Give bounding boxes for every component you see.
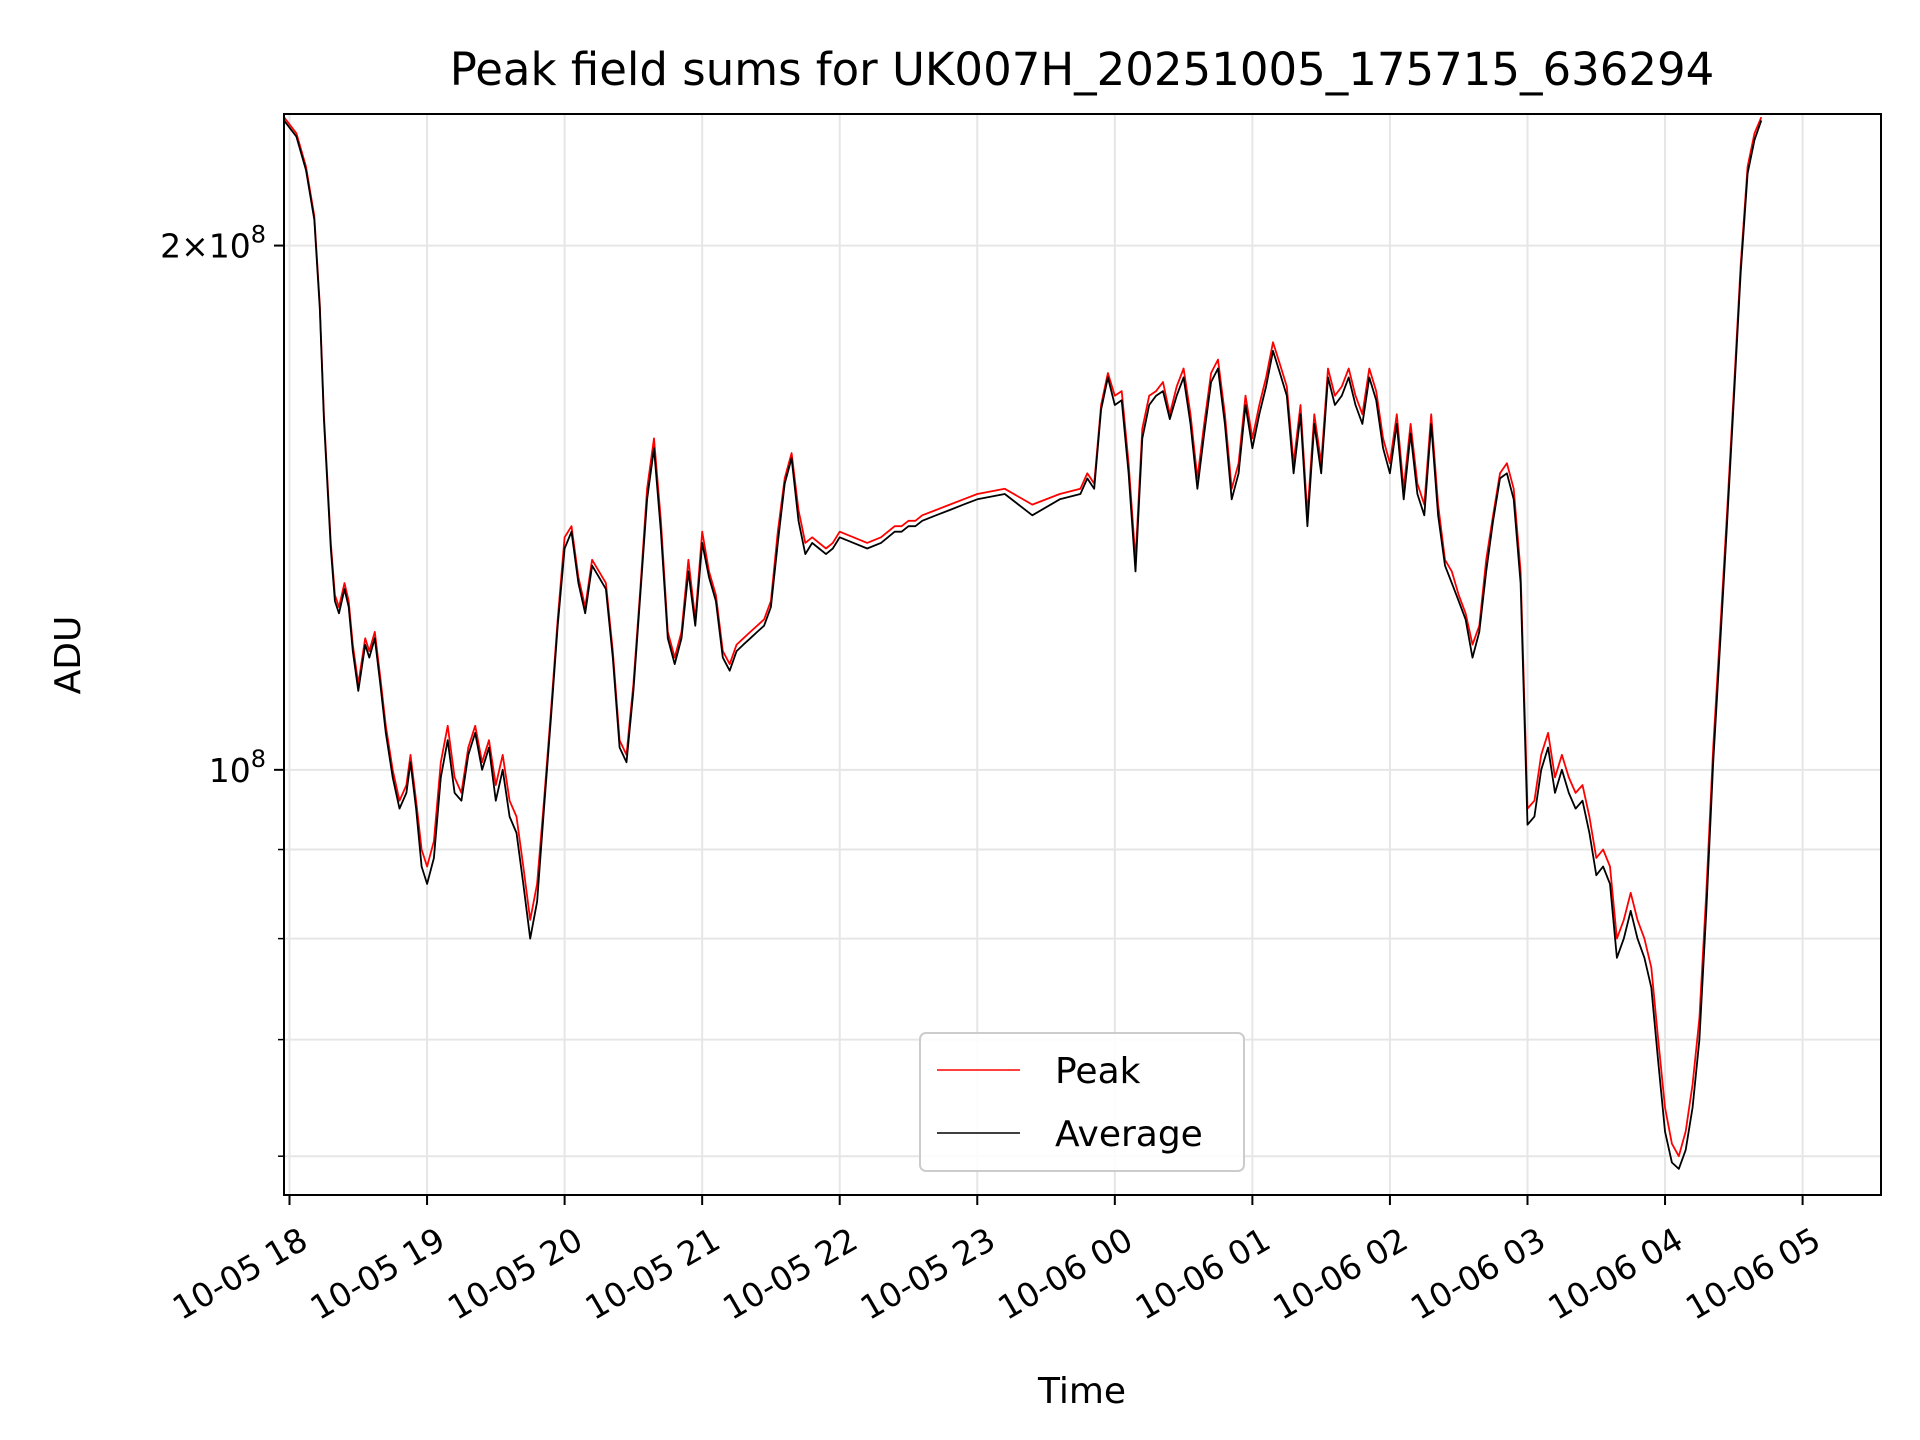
x-axis-label: Time xyxy=(1037,1371,1126,1412)
y-axis-label: ADU xyxy=(48,616,89,695)
legend: Peak Average xyxy=(919,1032,1245,1172)
legend-box xyxy=(919,1032,1245,1172)
series-group xyxy=(283,116,1763,1170)
y-tick-label: 2×108 xyxy=(160,221,266,266)
plot-frame xyxy=(283,113,1882,1196)
legend-label-peak: Peak xyxy=(1055,1051,1141,1092)
series-line-average xyxy=(283,119,1763,1170)
chart-title: Peak field sums for UK007H_20251005_1757… xyxy=(450,43,1715,96)
legend-label-average: Average xyxy=(1055,1114,1203,1155)
y-axis: 108 2×108 xyxy=(160,221,284,1157)
series-line-peak xyxy=(283,116,1763,1158)
y-tick-label: 108 xyxy=(209,745,266,790)
